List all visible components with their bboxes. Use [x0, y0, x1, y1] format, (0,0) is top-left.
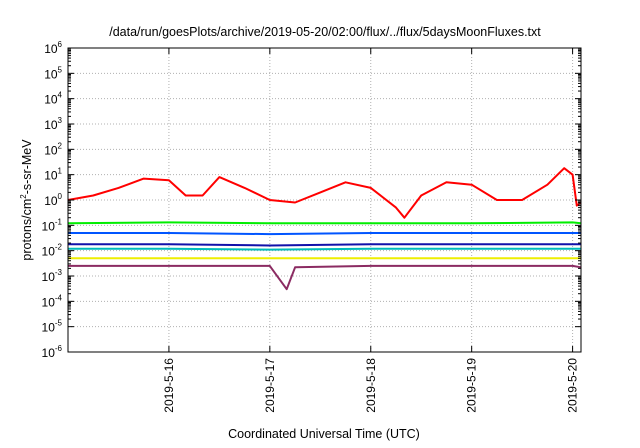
x-tick-label: 2019-5-18 — [364, 358, 378, 413]
y-tick-label: 105 — [44, 65, 62, 81]
y-tick-label: 106 — [44, 40, 62, 56]
y-tick-label: 10-4 — [42, 293, 63, 309]
y-axis-label-post: -s-sr-MeV — [20, 139, 34, 195]
series-line-3 — [68, 232, 581, 236]
y-tick-label: 102 — [44, 141, 62, 157]
chart-title: /data/run/goesPlots/archive/2019-05-20/0… — [109, 25, 541, 39]
x-tick-label: 2019-5-20 — [566, 358, 580, 413]
series-lines — [67, 167, 582, 291]
y-tick-label: 103 — [44, 116, 62, 132]
y-axis-ticks: 10-6 10-5 10-4 10-3 10-2 10-1 100 101 102 103 104 1… — [42, 40, 581, 360]
x-tick-label: 2019-5-19 — [465, 358, 479, 413]
y-axis-label: protons/cm2-s-sr-MeV — [19, 139, 34, 261]
y-tick-label: 100 — [44, 192, 62, 208]
series-line-4 — [68, 247, 581, 251]
y-axis-label-sup: 2 — [19, 194, 28, 199]
x-axis-ticks: 2019-5-16 2019-5-17 2019-5-18 2019-5-19 2019… — [162, 48, 580, 413]
series-line-1 — [67, 167, 582, 219]
y-tick-label: 10-1 — [42, 217, 63, 233]
y-axis-label-pre: protons/cm — [20, 199, 34, 261]
y-tick-label: 10-2 — [42, 243, 63, 259]
x-tick-label: 2019-5-16 — [162, 358, 176, 413]
y-tick-label: 10-3 — [42, 268, 63, 284]
y-tick-label: 101 — [44, 167, 62, 183]
series-line-2 — [67, 221, 582, 225]
y-tick-label: 10-6 — [42, 344, 63, 360]
x-axis-label: Coordinated Universal Time (UTC) — [228, 427, 420, 441]
series-line-5 — [68, 243, 581, 247]
x-tick-label: 2019-5-17 — [263, 358, 277, 413]
y-tick-label: 10-5 — [42, 319, 63, 335]
series-line-7 — [68, 264, 582, 291]
y-tick-label: 104 — [44, 91, 62, 107]
